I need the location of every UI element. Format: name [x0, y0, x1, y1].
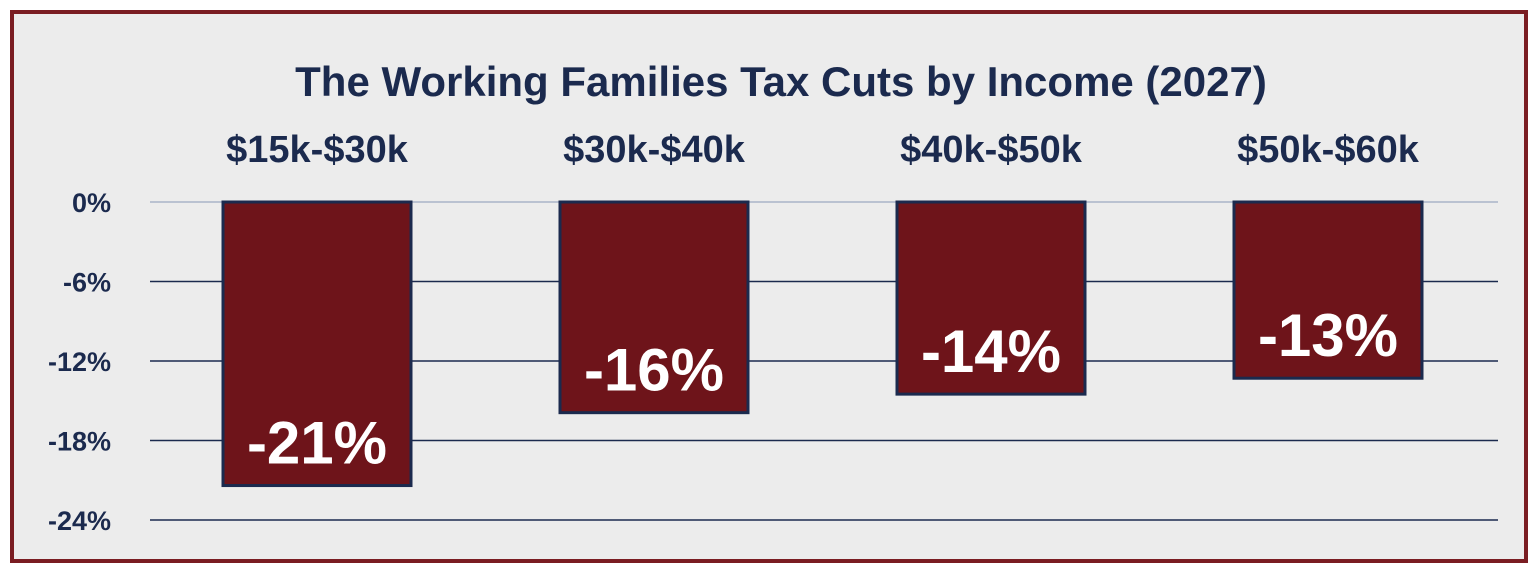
y-tick-label: -18%: [48, 427, 111, 457]
category-labels: $15k-$30k $30k-$40k $40k-$50k $50k-$60k: [226, 129, 1420, 171]
data-label: -14%: [921, 318, 1061, 385]
bar-chart: The Working Families Tax Cuts by Income …: [48, 58, 1498, 536]
data-label: -21%: [247, 410, 387, 477]
bar: [895, 200, 1087, 396]
value-labels: -21% -16% -14% -13%: [247, 302, 1398, 476]
category-label: $50k-$60k: [1237, 129, 1420, 171]
y-tick-label: -6%: [63, 268, 111, 298]
y-tick-label: -24%: [48, 506, 111, 536]
data-label: -16%: [584, 337, 724, 404]
category-label: $15k-$30k: [226, 129, 409, 171]
chart-frame: The Working Families Tax Cuts by Income …: [10, 10, 1528, 563]
bar: [1232, 200, 1424, 380]
data-label: -13%: [1258, 302, 1398, 369]
y-tick-label: -12%: [48, 347, 111, 377]
category-label: $40k-$50k: [900, 129, 1083, 171]
y-tick-label: 0%: [72, 188, 111, 218]
chart-title: The Working Families Tax Cuts by Income …: [295, 58, 1267, 105]
y-axis-ticks: 0% -6% -12% -18% -24%: [48, 188, 111, 536]
category-label: $30k-$40k: [563, 129, 746, 171]
bar: [221, 200, 413, 488]
bar: [558, 200, 750, 415]
bars: [221, 200, 1424, 488]
